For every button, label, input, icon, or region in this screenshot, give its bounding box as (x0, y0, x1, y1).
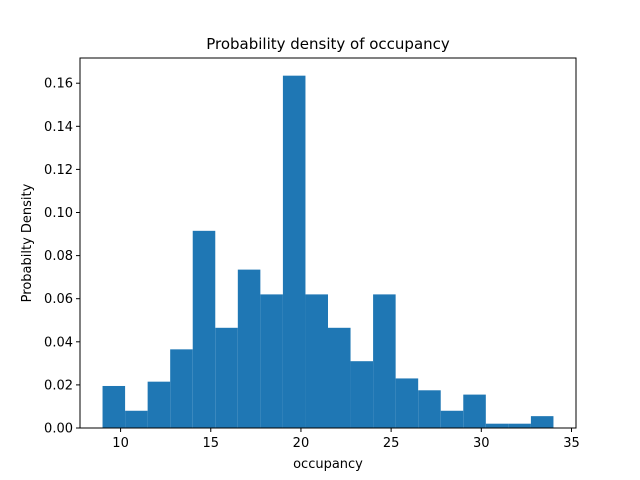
x-tick-label: 15 (202, 436, 219, 451)
y-tick-label: 0.00 (44, 422, 73, 437)
histogram-bar (125, 410, 148, 428)
y-tick-label: 0.10 (44, 206, 73, 221)
histogram-bar (373, 294, 396, 428)
y-tick-label: 0.16 (44, 77, 73, 92)
histogram-bar (350, 361, 374, 428)
histogram-bar (237, 269, 261, 428)
y-axis-ticks: 0.00 0.02 0.04 0.06 0.08 0.10 0.12 0.14 0.16 (44, 77, 80, 437)
histogram-bar (395, 378, 419, 428)
y-tick-label: 0.04 (44, 335, 73, 350)
histogram-bar (485, 423, 509, 428)
bars-group (102, 75, 554, 429)
histogram-bar (530, 416, 554, 428)
y-tick-label: 0.08 (44, 249, 73, 264)
histogram-bar (508, 423, 531, 428)
x-tick-label: 25 (383, 436, 400, 451)
histogram-bar (440, 410, 464, 428)
histogram-bar (147, 381, 171, 428)
histogram-bar (192, 230, 216, 428)
chart-title: Probability density of occupancy (206, 35, 450, 53)
histogram-bar (260, 294, 283, 428)
histogram-bar (282, 75, 306, 429)
y-axis-label: Probabilty Density (20, 183, 35, 302)
histogram-bar (328, 327, 351, 428)
plot-frame (79, 57, 577, 429)
x-axis-ticks: 10 15 20 25 30 35 (112, 428, 580, 451)
y-tick-label: 0.14 (44, 120, 73, 135)
x-tick-label: 10 (112, 436, 129, 451)
histogram-bar (215, 327, 238, 428)
x-tick-label: 20 (293, 436, 310, 451)
histogram-bar (305, 294, 328, 428)
y-tick-label: 0.06 (44, 292, 73, 307)
x-axis-label: occupancy (293, 457, 363, 472)
histogram-bar (463, 394, 486, 428)
histogram-bar (418, 390, 441, 428)
histogram-bar (170, 349, 193, 428)
x-tick-label: 35 (563, 436, 580, 451)
y-tick-label: 0.02 (44, 378, 73, 393)
y-tick-label: 0.12 (44, 163, 73, 178)
x-tick-label: 30 (473, 436, 490, 451)
histogram-bar (102, 385, 126, 428)
